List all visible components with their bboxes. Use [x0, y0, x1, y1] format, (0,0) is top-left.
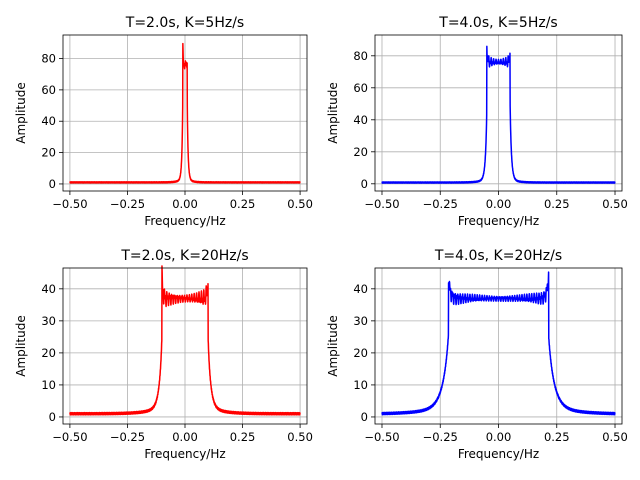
x-tick-label: 0.50 — [602, 430, 628, 444]
spectrum-line — [381, 45, 616, 184]
y-tick-label: 80 — [41, 52, 56, 66]
y-tick-label: 0 — [49, 177, 56, 191]
y-tick-label: 20 — [353, 346, 368, 360]
y-tick-label: 20 — [41, 346, 56, 360]
x-tick-label: 0.25 — [544, 197, 570, 211]
x-tick-label: 0.50 — [287, 430, 313, 444]
x-tick-label: 0.50 — [602, 197, 628, 211]
y-tick-label: 40 — [353, 282, 368, 296]
y-tick-label: 20 — [41, 146, 56, 160]
subplot-1: −0.50 −0.25 0.00 0.25 0.50 0 20 40 60 80 T=2.0s, K… — [14, 15, 313, 228]
chart-title: T=4.0s, K=20Hz/s — [434, 248, 562, 264]
x-tick-label: 0.00 — [172, 197, 198, 211]
x-tick-label: −0.50 — [364, 197, 399, 211]
x-axis-label: Frequency/Hz — [144, 214, 225, 228]
y-tick-label: 60 — [41, 83, 56, 97]
x-tick-label: −0.50 — [364, 430, 399, 444]
x-tick-label: 0.00 — [486, 197, 512, 211]
y-axis-label: Amplitude — [326, 315, 340, 377]
y-tick-label: 0 — [361, 177, 368, 191]
subplot-3: −0.50 −0.25 0.00 0.25 0.50 0 10 20 30 40 T=2.0s, K… — [14, 248, 313, 461]
x-tick-label: 0.25 — [544, 430, 570, 444]
x-axis-label: Frequency/Hz — [458, 447, 539, 461]
y-tick-label: 0 — [361, 410, 368, 424]
spectrum-line — [381, 271, 616, 416]
x-tick-label: 0.00 — [486, 430, 512, 444]
y-tick-label: 0 — [49, 410, 56, 424]
y-tick-label: 40 — [41, 114, 56, 128]
x-tick-label: 0.00 — [172, 430, 198, 444]
x-tick-label: −0.25 — [423, 430, 458, 444]
spectrum-line — [69, 265, 301, 416]
y-tick-label: 10 — [353, 378, 368, 392]
subplot-4: −0.50 −0.25 0.00 0.25 0.50 0 10 20 30 40 T=4.0s, K… — [326, 248, 628, 461]
x-tick-label: −0.25 — [423, 197, 458, 211]
x-tick-label: −0.25 — [110, 430, 145, 444]
x-axis-label: Frequency/Hz — [144, 447, 225, 461]
x-tick-label: 0.50 — [287, 197, 313, 211]
y-tick-label: 80 — [353, 49, 368, 63]
y-axis-label: Amplitude — [14, 82, 28, 144]
x-tick-label: 0.25 — [230, 197, 256, 211]
chart-title: T=2.0s, K=5Hz/s — [125, 15, 244, 31]
y-tick-label: 40 — [353, 113, 368, 127]
spectrum-line — [69, 42, 301, 184]
y-tick-label: 10 — [41, 378, 56, 392]
y-axis-label: Amplitude — [326, 82, 340, 144]
y-axis-label: Amplitude — [14, 315, 28, 377]
x-axis-label: Frequency/Hz — [458, 214, 539, 228]
chart-title: T=4.0s, K=5Hz/s — [438, 15, 557, 31]
x-tick-label: 0.25 — [230, 430, 256, 444]
y-tick-label: 60 — [353, 81, 368, 95]
y-tick-label: 40 — [41, 282, 56, 296]
x-tick-label: −0.25 — [110, 197, 145, 211]
subplot-2: −0.50 −0.25 0.00 0.25 0.50 0 20 40 60 80 T=4.0s, K… — [326, 15, 628, 228]
x-tick-label: −0.50 — [52, 197, 87, 211]
x-tick-label: −0.50 — [52, 430, 87, 444]
y-tick-label: 20 — [353, 145, 368, 159]
chart-title: T=2.0s, K=20Hz/s — [120, 248, 248, 264]
y-tick-label: 30 — [353, 314, 368, 328]
y-tick-label: 30 — [41, 314, 56, 328]
